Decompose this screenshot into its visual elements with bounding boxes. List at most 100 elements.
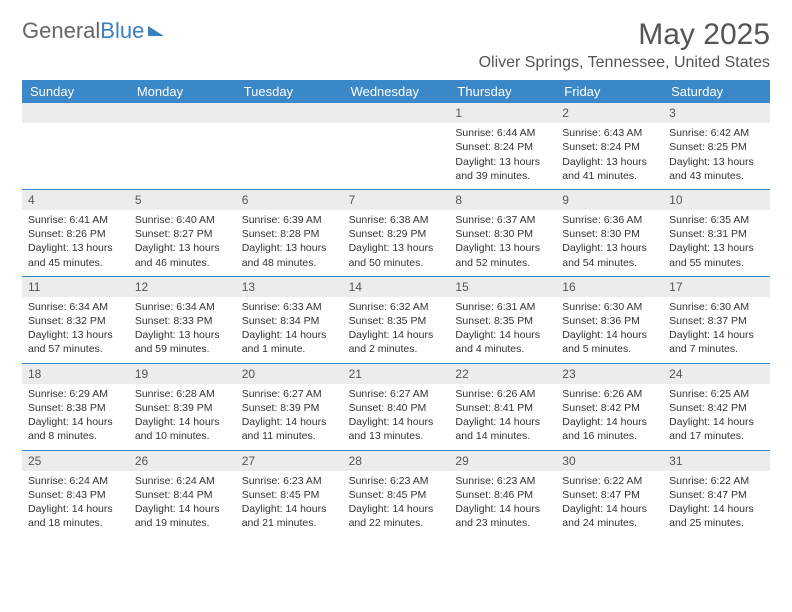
day-body bbox=[236, 123, 343, 134]
sunrise-text: Sunrise: 6:32 AM bbox=[349, 300, 444, 314]
daylight-text: Daylight: 13 hours and 45 minutes. bbox=[28, 241, 123, 269]
sunrise-text: Sunrise: 6:42 AM bbox=[669, 126, 764, 140]
sunset-text: Sunset: 8:45 PM bbox=[242, 488, 337, 502]
sunrise-text: Sunrise: 6:41 AM bbox=[28, 213, 123, 227]
sunrise-text: Sunrise: 6:33 AM bbox=[242, 300, 337, 314]
day-cell: 23Sunrise: 6:26 AMSunset: 8:42 PMDayligh… bbox=[556, 364, 663, 450]
week-row: 4Sunrise: 6:41 AMSunset: 8:26 PMDaylight… bbox=[22, 189, 770, 276]
day-body: Sunrise: 6:34 AMSunset: 8:32 PMDaylight:… bbox=[22, 297, 129, 363]
weekday-header: Saturday bbox=[663, 80, 770, 103]
sunrise-text: Sunrise: 6:25 AM bbox=[669, 387, 764, 401]
day-body: Sunrise: 6:30 AMSunset: 8:36 PMDaylight:… bbox=[556, 297, 663, 363]
weeks-container: 1Sunrise: 6:44 AMSunset: 8:24 PMDaylight… bbox=[22, 103, 770, 536]
title-block: May 2025 Oliver Springs, Tennessee, Unit… bbox=[479, 18, 770, 72]
daylight-text: Daylight: 13 hours and 48 minutes. bbox=[242, 241, 337, 269]
calendar: Sunday Monday Tuesday Wednesday Thursday… bbox=[22, 80, 770, 536]
day-number: 4 bbox=[22, 190, 129, 210]
sunset-text: Sunset: 8:42 PM bbox=[562, 401, 657, 415]
sunrise-text: Sunrise: 6:24 AM bbox=[28, 474, 123, 488]
daylight-text: Daylight: 14 hours and 23 minutes. bbox=[455, 502, 550, 530]
day-body: Sunrise: 6:24 AMSunset: 8:44 PMDaylight:… bbox=[129, 471, 236, 537]
week-row: 1Sunrise: 6:44 AMSunset: 8:24 PMDaylight… bbox=[22, 103, 770, 189]
day-cell: 9Sunrise: 6:36 AMSunset: 8:30 PMDaylight… bbox=[556, 190, 663, 276]
daylight-text: Daylight: 14 hours and 8 minutes. bbox=[28, 415, 123, 443]
day-cell: 16Sunrise: 6:30 AMSunset: 8:36 PMDayligh… bbox=[556, 277, 663, 363]
sunset-text: Sunset: 8:31 PM bbox=[669, 227, 764, 241]
sunrise-text: Sunrise: 6:34 AM bbox=[28, 300, 123, 314]
sunset-text: Sunset: 8:29 PM bbox=[349, 227, 444, 241]
sunset-text: Sunset: 8:44 PM bbox=[135, 488, 230, 502]
sunset-text: Sunset: 8:43 PM bbox=[28, 488, 123, 502]
day-number: 26 bbox=[129, 451, 236, 471]
day-body: Sunrise: 6:43 AMSunset: 8:24 PMDaylight:… bbox=[556, 123, 663, 189]
weekday-header: Wednesday bbox=[343, 80, 450, 103]
daylight-text: Daylight: 14 hours and 1 minute. bbox=[242, 328, 337, 356]
sunrise-text: Sunrise: 6:37 AM bbox=[455, 213, 550, 227]
sunrise-text: Sunrise: 6:27 AM bbox=[242, 387, 337, 401]
sunrise-text: Sunrise: 6:29 AM bbox=[28, 387, 123, 401]
sunrise-text: Sunrise: 6:38 AM bbox=[349, 213, 444, 227]
sunset-text: Sunset: 8:47 PM bbox=[669, 488, 764, 502]
day-body: Sunrise: 6:27 AMSunset: 8:40 PMDaylight:… bbox=[343, 384, 450, 450]
sunset-text: Sunset: 8:24 PM bbox=[562, 140, 657, 154]
sunrise-text: Sunrise: 6:36 AM bbox=[562, 213, 657, 227]
day-body: Sunrise: 6:38 AMSunset: 8:29 PMDaylight:… bbox=[343, 210, 450, 276]
day-cell: 12Sunrise: 6:34 AMSunset: 8:33 PMDayligh… bbox=[129, 277, 236, 363]
weekday-header: Sunday bbox=[22, 80, 129, 103]
day-body: Sunrise: 6:41 AMSunset: 8:26 PMDaylight:… bbox=[22, 210, 129, 276]
day-cell: 25Sunrise: 6:24 AMSunset: 8:43 PMDayligh… bbox=[22, 451, 129, 537]
day-body: Sunrise: 6:22 AMSunset: 8:47 PMDaylight:… bbox=[663, 471, 770, 537]
day-cell: 29Sunrise: 6:23 AMSunset: 8:46 PMDayligh… bbox=[449, 451, 556, 537]
day-number: 31 bbox=[663, 451, 770, 471]
day-cell: 13Sunrise: 6:33 AMSunset: 8:34 PMDayligh… bbox=[236, 277, 343, 363]
daylight-text: Daylight: 13 hours and 57 minutes. bbox=[28, 328, 123, 356]
day-cell: 24Sunrise: 6:25 AMSunset: 8:42 PMDayligh… bbox=[663, 364, 770, 450]
day-number bbox=[22, 103, 129, 123]
day-cell bbox=[22, 103, 129, 189]
day-body: Sunrise: 6:34 AMSunset: 8:33 PMDaylight:… bbox=[129, 297, 236, 363]
sunrise-text: Sunrise: 6:23 AM bbox=[242, 474, 337, 488]
day-cell: 15Sunrise: 6:31 AMSunset: 8:35 PMDayligh… bbox=[449, 277, 556, 363]
day-cell: 19Sunrise: 6:28 AMSunset: 8:39 PMDayligh… bbox=[129, 364, 236, 450]
day-number: 27 bbox=[236, 451, 343, 471]
day-number bbox=[236, 103, 343, 123]
day-number: 25 bbox=[22, 451, 129, 471]
daylight-text: Daylight: 14 hours and 14 minutes. bbox=[455, 415, 550, 443]
day-number: 7 bbox=[343, 190, 450, 210]
sunrise-text: Sunrise: 6:40 AM bbox=[135, 213, 230, 227]
day-body: Sunrise: 6:35 AMSunset: 8:31 PMDaylight:… bbox=[663, 210, 770, 276]
daylight-text: Daylight: 14 hours and 19 minutes. bbox=[135, 502, 230, 530]
daylight-text: Daylight: 13 hours and 59 minutes. bbox=[135, 328, 230, 356]
day-body: Sunrise: 6:23 AMSunset: 8:45 PMDaylight:… bbox=[236, 471, 343, 537]
day-number: 28 bbox=[343, 451, 450, 471]
day-body: Sunrise: 6:40 AMSunset: 8:27 PMDaylight:… bbox=[129, 210, 236, 276]
day-number: 19 bbox=[129, 364, 236, 384]
day-body: Sunrise: 6:39 AMSunset: 8:28 PMDaylight:… bbox=[236, 210, 343, 276]
week-row: 18Sunrise: 6:29 AMSunset: 8:38 PMDayligh… bbox=[22, 363, 770, 450]
day-number: 15 bbox=[449, 277, 556, 297]
sunrise-text: Sunrise: 6:30 AM bbox=[669, 300, 764, 314]
day-body: Sunrise: 6:29 AMSunset: 8:38 PMDaylight:… bbox=[22, 384, 129, 450]
day-number: 16 bbox=[556, 277, 663, 297]
day-number: 9 bbox=[556, 190, 663, 210]
day-cell: 3Sunrise: 6:42 AMSunset: 8:25 PMDaylight… bbox=[663, 103, 770, 189]
sunset-text: Sunset: 8:24 PM bbox=[455, 140, 550, 154]
day-cell: 26Sunrise: 6:24 AMSunset: 8:44 PMDayligh… bbox=[129, 451, 236, 537]
sunset-text: Sunset: 8:42 PM bbox=[669, 401, 764, 415]
page-header: GeneralBlue May 2025 Oliver Springs, Ten… bbox=[22, 18, 770, 72]
daylight-text: Daylight: 14 hours and 4 minutes. bbox=[455, 328, 550, 356]
day-body: Sunrise: 6:44 AMSunset: 8:24 PMDaylight:… bbox=[449, 123, 556, 189]
daylight-text: Daylight: 13 hours and 46 minutes. bbox=[135, 241, 230, 269]
daylight-text: Daylight: 14 hours and 21 minutes. bbox=[242, 502, 337, 530]
day-body: Sunrise: 6:22 AMSunset: 8:47 PMDaylight:… bbox=[556, 471, 663, 537]
day-cell: 10Sunrise: 6:35 AMSunset: 8:31 PMDayligh… bbox=[663, 190, 770, 276]
day-body: Sunrise: 6:31 AMSunset: 8:35 PMDaylight:… bbox=[449, 297, 556, 363]
day-body: Sunrise: 6:37 AMSunset: 8:30 PMDaylight:… bbox=[449, 210, 556, 276]
day-cell: 6Sunrise: 6:39 AMSunset: 8:28 PMDaylight… bbox=[236, 190, 343, 276]
sunrise-text: Sunrise: 6:43 AM bbox=[562, 126, 657, 140]
sunrise-text: Sunrise: 6:31 AM bbox=[455, 300, 550, 314]
sunset-text: Sunset: 8:30 PM bbox=[455, 227, 550, 241]
sunset-text: Sunset: 8:28 PM bbox=[242, 227, 337, 241]
sunrise-text: Sunrise: 6:35 AM bbox=[669, 213, 764, 227]
sunrise-text: Sunrise: 6:22 AM bbox=[669, 474, 764, 488]
